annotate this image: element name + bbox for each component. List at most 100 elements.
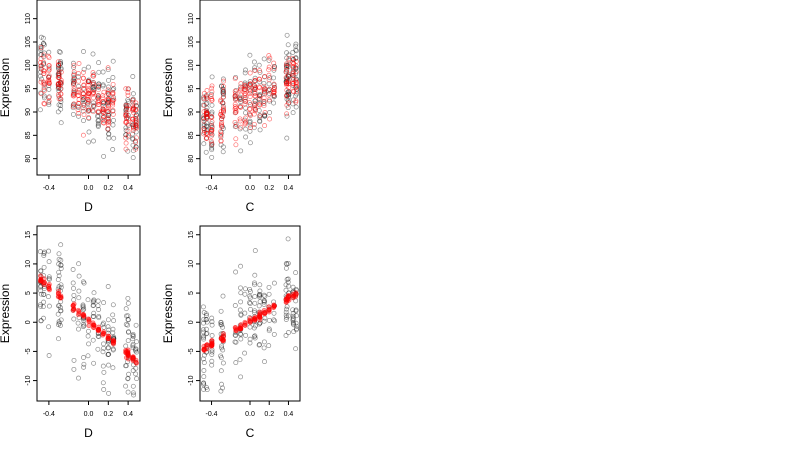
fitted-point xyxy=(221,84,226,89)
fitted-point xyxy=(238,81,244,87)
observed-point xyxy=(45,294,51,300)
observed-point xyxy=(286,330,291,335)
observed-point xyxy=(247,286,253,292)
observed-point xyxy=(56,102,62,108)
fitted-point xyxy=(86,88,92,94)
observed-point xyxy=(201,333,206,339)
observed-point xyxy=(209,147,215,153)
x-axis-label: C xyxy=(246,426,255,440)
y-tick-label: -5 xyxy=(25,348,32,354)
observed-point xyxy=(283,317,289,322)
observed-point xyxy=(56,319,62,325)
observed-point xyxy=(81,118,86,124)
fitted-point xyxy=(284,80,290,86)
fitted-point xyxy=(133,116,139,122)
observed-point xyxy=(221,92,227,98)
fitted-point xyxy=(242,99,248,104)
fitted-point xyxy=(204,110,210,116)
observed-point xyxy=(256,303,262,309)
fitted-point xyxy=(257,76,263,82)
observed-point xyxy=(290,321,296,327)
fitted-point xyxy=(204,112,209,118)
observed-point xyxy=(58,103,64,108)
observed-point xyxy=(76,273,82,279)
observed-point xyxy=(56,269,62,275)
fitted-point xyxy=(237,325,243,331)
fitted-point xyxy=(71,80,77,86)
fitted-point xyxy=(201,115,207,121)
fitted-point xyxy=(55,59,61,65)
observed-point xyxy=(261,56,267,62)
observed-point xyxy=(95,122,101,128)
fitted-point xyxy=(80,94,86,100)
fitted-point xyxy=(86,115,92,121)
observed-point xyxy=(204,330,210,336)
observed-point xyxy=(90,51,96,57)
observed-point xyxy=(209,154,215,160)
fitted-point xyxy=(80,91,86,97)
fitted-point xyxy=(252,101,258,107)
observed-point xyxy=(95,333,101,339)
observed-point xyxy=(266,284,272,290)
fitted-point xyxy=(85,91,91,97)
fitted-point xyxy=(71,93,77,99)
fitted-point xyxy=(293,98,299,104)
observed-point xyxy=(237,357,243,363)
observed-point xyxy=(80,279,86,285)
fitted-point xyxy=(80,132,86,138)
observed-point xyxy=(237,331,243,337)
observed-point xyxy=(247,128,253,134)
fitted-point xyxy=(284,87,290,93)
observed-point xyxy=(201,352,207,358)
observed-point xyxy=(90,337,96,343)
x-tick-label: -0.4 xyxy=(43,411,55,418)
observed-point xyxy=(110,302,116,308)
observed-point xyxy=(81,306,87,312)
fitted-point xyxy=(286,100,291,106)
observed-point xyxy=(46,83,52,89)
fitted-point xyxy=(283,64,289,70)
fitted-point xyxy=(38,65,44,71)
fitted-point xyxy=(209,343,215,348)
observed-point xyxy=(243,110,248,116)
fitted-point xyxy=(271,89,277,95)
fitted-point xyxy=(105,65,111,71)
observed-point xyxy=(55,109,61,115)
fitted-point xyxy=(290,88,296,94)
observed-point xyxy=(90,299,96,305)
fitted-point xyxy=(100,120,106,126)
fitted-point xyxy=(266,97,272,103)
observed-point xyxy=(201,380,207,386)
observed-point xyxy=(96,81,102,87)
observed-point xyxy=(41,93,47,99)
observed-point xyxy=(285,279,291,285)
observed-point xyxy=(101,324,107,330)
fitted-point xyxy=(267,116,273,122)
fitted-point xyxy=(126,86,131,92)
fitted-point xyxy=(256,102,262,108)
fitted-point xyxy=(130,106,136,112)
fitted-point xyxy=(266,53,272,59)
observed-point xyxy=(95,124,101,129)
observed-point xyxy=(267,75,273,81)
observed-point xyxy=(252,333,258,339)
fitted-point xyxy=(218,109,224,115)
fitted-point xyxy=(294,84,300,90)
y-tick-label: 15 xyxy=(188,231,195,239)
y-tick-label: 85 xyxy=(188,131,195,139)
observed-point xyxy=(209,352,215,357)
fitted-point xyxy=(71,62,77,68)
observed-point xyxy=(290,315,296,321)
fitted-point xyxy=(242,319,248,325)
fitted-point xyxy=(71,82,76,88)
observed-point xyxy=(220,144,226,150)
observed-point xyxy=(290,313,296,319)
fitted-point xyxy=(95,108,101,114)
observed-point xyxy=(70,111,76,117)
observed-point xyxy=(71,297,77,303)
observed-point xyxy=(271,331,277,337)
observed-point xyxy=(90,303,96,309)
observed-point xyxy=(46,274,52,280)
fitted-point xyxy=(58,91,64,97)
observed-point xyxy=(242,310,248,316)
